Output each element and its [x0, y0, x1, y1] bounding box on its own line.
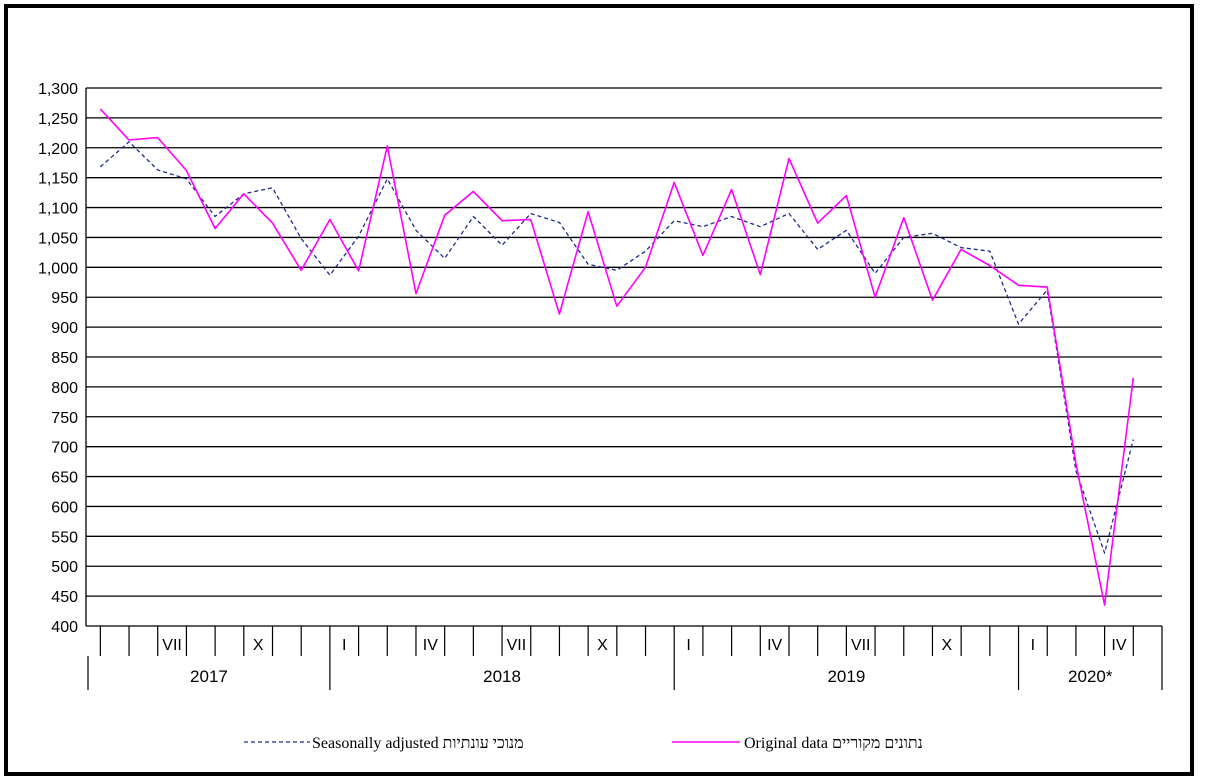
series-lines: [99, 108, 1135, 606]
y-tick-label: 950: [51, 290, 78, 307]
year-label: 2020*: [1068, 667, 1113, 686]
y-tick-label: 750: [51, 410, 78, 427]
y-tick-label: 550: [51, 529, 78, 546]
y-tick-label: 850: [51, 350, 78, 367]
y-tick-label: 1,100: [38, 201, 78, 218]
y-tick-label: 400: [51, 619, 78, 636]
y-tick-label: 500: [51, 559, 78, 576]
y-axis-ticks: 400 450 500 550 600 650 700 750 800 850 900 950 1,00…: [38, 81, 78, 636]
year-label: 2018: [483, 667, 521, 686]
y-tick-label: 1,000: [38, 260, 78, 277]
y-tick-label: 650: [51, 470, 78, 487]
legend: Seasonally adjusted מנוכי עונתיות Origin…: [244, 735, 923, 752]
y-tick-label: 1,150: [38, 171, 78, 188]
month-tick-label: IV: [1111, 637, 1126, 654]
month-tick-label: I: [342, 637, 346, 654]
y-tick-label: 900: [51, 320, 78, 337]
y-tick-label: 700: [51, 440, 78, 457]
year-label: 2017: [190, 667, 228, 686]
series-line-original-data: [99, 108, 1135, 606]
y-tick-label: 1,200: [38, 141, 78, 158]
month-tick-label: IV: [767, 637, 782, 654]
month-tick-label: VII: [507, 637, 527, 654]
legend-label-seasonally-adjusted: Seasonally adjusted מנוכי עונתיות: [312, 735, 524, 752]
chart-frame: [4, 4, 1194, 776]
legend-label-original-data: Original data נתונים מקוריים: [744, 735, 923, 752]
month-tick-label: X: [597, 637, 608, 654]
grid: [85, 87, 1162, 627]
month-tick-label: X: [253, 637, 264, 654]
y-tick-label: 600: [51, 499, 78, 516]
series-line-seasonally-adjusted: [99, 141, 1134, 554]
month-tick-label: VII: [851, 637, 871, 654]
y-tick-label: 1,050: [38, 230, 78, 247]
y-tick-label: 450: [51, 589, 78, 606]
month-tick-label: X: [941, 637, 952, 654]
month-tick-label: I: [1031, 637, 1035, 654]
month-tick-label: I: [686, 637, 690, 654]
x-axis: VII X I IV VII X I IV VII X I IV 2017 2018 2019 2020*: [87, 626, 1163, 690]
y-tick-label: 1,250: [38, 111, 78, 128]
y-tick-label: 800: [51, 380, 78, 397]
y-tick-label: 1,300: [38, 81, 78, 98]
month-tick-label: VII: [162, 637, 182, 654]
month-tick-label: IV: [423, 637, 438, 654]
year-label: 2019: [827, 667, 865, 686]
